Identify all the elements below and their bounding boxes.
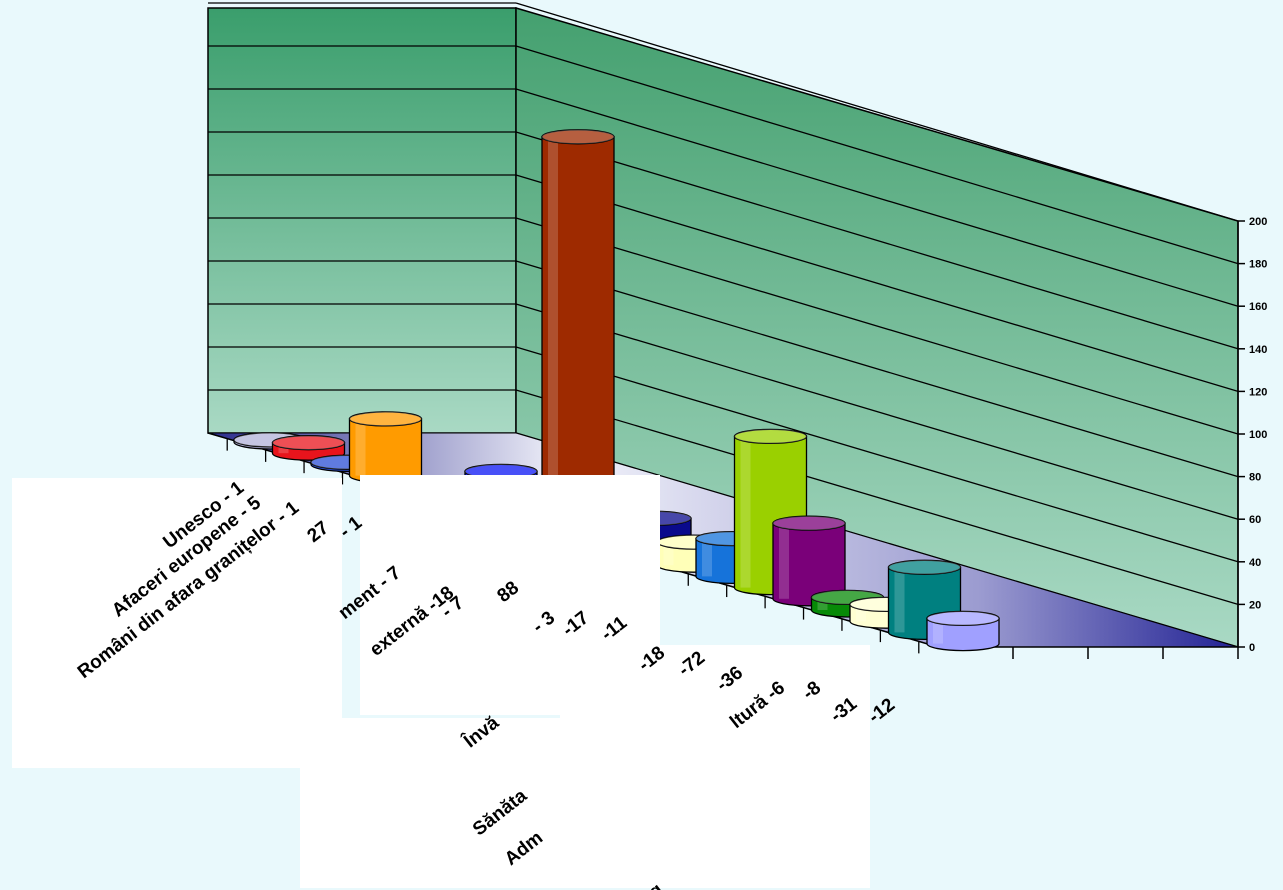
bar [927,611,999,650]
bar-top-shine [773,516,845,530]
bar [350,412,422,483]
bar-top-shine [350,412,422,426]
y-tick-label: 200 [1249,216,1267,228]
y-tick-label: 180 [1249,259,1267,271]
y-tick-label: 80 [1249,472,1261,484]
bar-highlight [356,419,366,476]
y-tick-label: 120 [1249,386,1267,398]
bar-top-shine [889,560,961,574]
bar-top-shine [735,429,807,443]
y-tick-label: 20 [1249,599,1261,611]
bar-highlight [741,436,751,587]
occluder-panel [300,718,870,888]
back-wall [208,8,516,433]
y-tick-label: 0 [1249,642,1255,654]
y-tick-label: 60 [1249,514,1261,526]
y-tick-label: 160 [1249,301,1267,313]
bar-highlight [779,523,789,599]
y-tick-label: 40 [1249,557,1261,569]
y-tick-label: 100 [1249,429,1267,441]
bar-highlight [895,567,905,632]
bar-top-shine [927,611,999,625]
bar-highlight [548,137,558,532]
y-tick-label: 140 [1249,344,1267,356]
bar-top-shine [542,130,614,144]
bar-top-shine [273,436,345,450]
